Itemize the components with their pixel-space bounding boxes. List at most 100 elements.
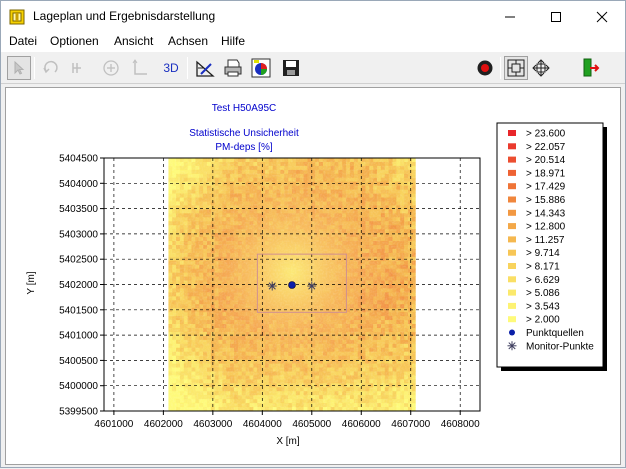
legend-entry: > 11.257 xyxy=(526,235,565,246)
legend-swatch xyxy=(508,196,516,203)
x-tick-label: 4603000 xyxy=(193,419,232,430)
legend-entry: > 20.514 xyxy=(526,155,566,166)
legend-swatch xyxy=(508,263,516,269)
legend-swatch xyxy=(508,156,516,163)
y-tick-label: 5403500 xyxy=(59,204,98,215)
point-markers xyxy=(267,281,317,291)
menu-ansicht[interactable]: Ansicht xyxy=(114,34,154,48)
legend-monitor-points: Monitor-Punkte xyxy=(526,341,594,352)
pan-button[interactable] xyxy=(529,56,553,80)
add-point-button[interactable] xyxy=(99,56,123,80)
color-palette-icon xyxy=(251,58,271,78)
y-tick-label: 5399500 xyxy=(59,407,98,418)
legend-entry: > 15.886 xyxy=(526,195,566,206)
rotate-button[interactable] xyxy=(39,56,63,80)
legend-swatch xyxy=(508,289,516,296)
plot-area: Test H50A95C Statistische Unsicherheit P… xyxy=(5,87,621,465)
x-axis-label: X [m] xyxy=(276,436,300,447)
zoom-fit-button[interactable] xyxy=(504,56,528,80)
menu-datei[interactable]: Datei xyxy=(9,34,38,48)
legend-entry: > 18.971 xyxy=(526,168,566,179)
legend-entry: > 17.429 xyxy=(526,182,566,193)
y-axis-label: Y [m] xyxy=(26,271,37,294)
pan-icon xyxy=(532,59,550,77)
zoom-fit-icon xyxy=(507,59,525,77)
legend-entry: > 2.000 xyxy=(526,315,560,326)
legend-entry: > 3.543 xyxy=(526,301,560,312)
toolbar: 3D xyxy=(1,52,625,84)
close-icon xyxy=(596,11,608,22)
draw-tool-icon xyxy=(196,60,215,77)
legend-swatch xyxy=(508,276,516,283)
select-arrow-icon xyxy=(14,60,25,75)
maximize-button[interactable] xyxy=(533,1,579,32)
chart-subtitle-line2: PM-deps [%] xyxy=(215,142,272,153)
print-button[interactable] xyxy=(221,56,245,80)
toolbar-separator xyxy=(187,57,188,79)
chart-title: Test H50A95C xyxy=(212,103,276,114)
x-tick-label: 4607000 xyxy=(391,419,430,430)
y-tick-label: 5402500 xyxy=(59,255,98,266)
x-tick-label: 4608000 xyxy=(441,419,480,430)
draw-tool-button[interactable] xyxy=(193,56,217,80)
legend-swatch xyxy=(508,236,516,243)
save-icon xyxy=(283,60,299,76)
legend-swatch xyxy=(508,316,516,323)
legend-entry: > 12.800 xyxy=(526,222,566,233)
y-axis-ticks: 5404500 5404000 5403500 5403000 5402500 54020… xyxy=(59,154,104,418)
y-tick-label: 5401500 xyxy=(59,305,98,316)
3d-toggle[interactable]: 3D xyxy=(163,61,179,75)
menu-optionen[interactable]: Optionen xyxy=(50,34,99,48)
select-tool-button[interactable] xyxy=(7,56,31,80)
y-tick-label: 5400000 xyxy=(59,381,98,392)
legend-entry: > 8.171 xyxy=(526,262,560,273)
y-tick-label: 5401000 xyxy=(59,331,98,342)
close-button[interactable] xyxy=(579,1,625,32)
legend-entry: > 6.629 xyxy=(526,275,560,286)
legend-entry: > 9.714 xyxy=(526,248,560,259)
exit-button[interactable] xyxy=(579,56,603,80)
color-palette-button[interactable] xyxy=(249,56,273,80)
legend-swatch xyxy=(508,249,516,256)
print-icon xyxy=(224,59,242,77)
legend-swatch xyxy=(508,169,516,176)
legend-entry: > 5.086 xyxy=(526,288,560,299)
x-tick-label: 4602000 xyxy=(144,419,183,430)
toolbar-separator xyxy=(34,57,35,79)
legend-swatch xyxy=(508,183,516,190)
legend-point-sources: Punktquellen xyxy=(526,328,584,339)
rotate-icon xyxy=(43,60,58,74)
x-tick-label: 4604000 xyxy=(243,419,282,430)
menu-achsen[interactable]: Achsen xyxy=(168,34,209,48)
menu-hilfe[interactable]: Hilfe xyxy=(221,34,246,48)
record-button[interactable] xyxy=(473,56,497,80)
legend-swatch xyxy=(508,130,516,136)
minimize-icon xyxy=(505,16,515,17)
window-title: Lageplan und Ergebnisdarstellung xyxy=(33,9,216,23)
legend-swatch xyxy=(508,143,516,150)
legend-entry: > 22.057 xyxy=(526,142,566,153)
axes-button[interactable] xyxy=(128,56,152,80)
legend-entry: > 14.343 xyxy=(526,208,566,219)
toolbar-separator xyxy=(500,57,501,79)
menu-bar: Datei Optionen Ansicht Achsen Hilfe xyxy=(1,32,625,52)
legend-swatch xyxy=(508,209,516,216)
rotate-alt-button[interactable] xyxy=(65,56,89,80)
add-circle-icon xyxy=(103,60,119,76)
point-source xyxy=(288,281,296,289)
x-tick-label: 4606000 xyxy=(342,419,381,430)
y-tick-label: 5400500 xyxy=(59,356,98,367)
minimize-button[interactable] xyxy=(487,1,533,32)
record-icon xyxy=(477,60,493,76)
axes-corner-icon xyxy=(132,59,147,75)
title-bar[interactable]: Lageplan und Ergebnisdarstellung xyxy=(1,1,625,32)
y-tick-label: 5402000 xyxy=(59,280,98,291)
chart-subtitle-line1: Statistische Unsicherheit xyxy=(189,128,299,139)
y-tick-label: 5404000 xyxy=(59,179,98,190)
monitor-point xyxy=(307,281,317,291)
exit-icon xyxy=(583,58,600,77)
app-icon xyxy=(9,9,25,25)
save-button[interactable] xyxy=(279,56,303,80)
chart-svg[interactable]: Test H50A95C Statistische Unsicherheit P… xyxy=(6,88,620,464)
